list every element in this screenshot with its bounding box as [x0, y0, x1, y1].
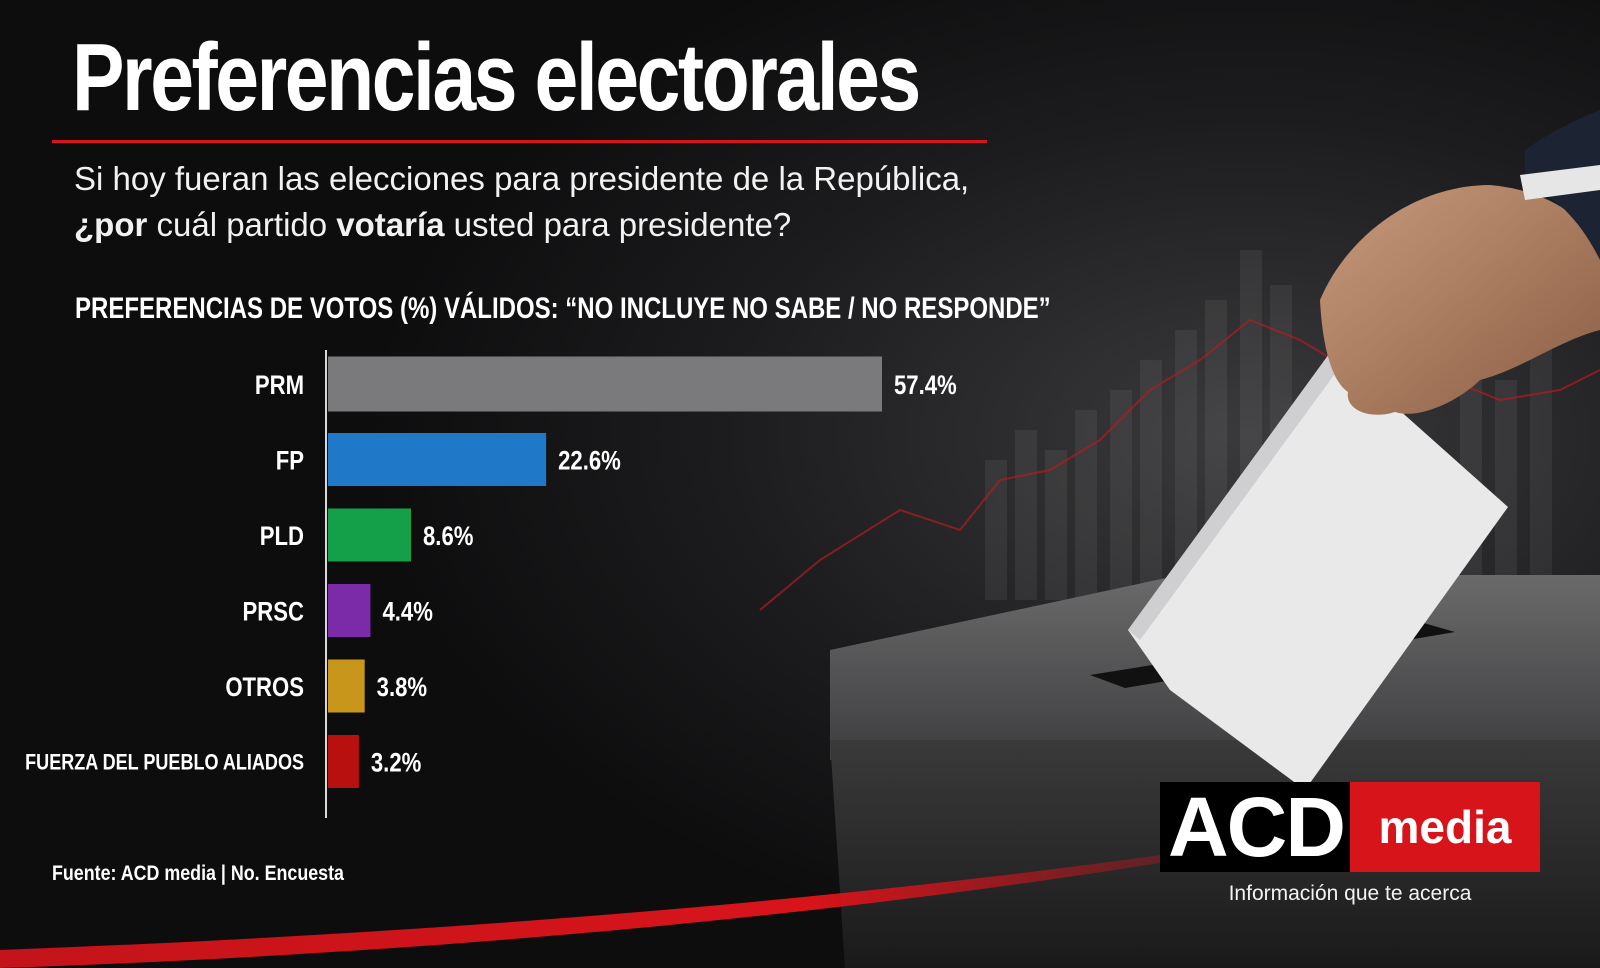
logo-media-text: media [1350, 782, 1540, 872]
bar-otros [328, 659, 365, 713]
value-label: 4.4% [382, 598, 432, 628]
question-text-2: cuál partido [147, 206, 337, 243]
chart-subheading: PREFERENCIAS DE VOTOS (%) VÁLIDOS: “NO I… [75, 292, 1051, 325]
bar-pld [328, 508, 412, 562]
bar-prm [328, 356, 882, 412]
category-label: FUERZA DEL PUEBLO ALIADOS [25, 751, 304, 775]
category-label: PRM [255, 371, 304, 401]
question-bold-votaria: votaría [336, 206, 445, 243]
source-note: Fuente: ACD media | No. Encuesta [52, 862, 344, 885]
logo-acd-text: ACD [1160, 782, 1350, 872]
hand [1320, 185, 1600, 415]
category-label: OTROS [225, 673, 304, 703]
question-bold-por: ¿por [74, 206, 148, 243]
category-label: PLD [260, 522, 304, 552]
ballot-paper [1128, 350, 1508, 790]
bar-chart: PRM 57.4% FP 22.6% PLD 8.6% PRSC 4.4% OTROS 3.8% F… [25, 350, 957, 818]
red-swoosh [0, 855, 1160, 968]
title-underline [52, 140, 987, 143]
bar-prsc [328, 584, 371, 637]
value-label: 3.8% [377, 673, 427, 703]
survey-question: Si hoy fueran las elecciones para presid… [74, 156, 1054, 248]
value-label: 57.4% [894, 371, 957, 401]
value-label: 3.2% [371, 749, 421, 779]
value-label: 22.6% [558, 447, 621, 477]
category-label: PRSC [243, 598, 305, 628]
value-label: 8.6% [423, 522, 473, 552]
category-label: FP [276, 447, 304, 477]
question-line-1: Si hoy fueran las elecciones para presid… [74, 160, 970, 197]
question-text-3: usted para presidente? [444, 206, 792, 243]
brand-logo: ACD media [1160, 782, 1540, 872]
bar-fuerza-del-pueblo-aliados [328, 735, 359, 788]
brand-tagline: Información que te acerca [1228, 882, 1472, 905]
bar-fp [328, 433, 547, 486]
page-title: Preferencias electorales [72, 24, 921, 131]
